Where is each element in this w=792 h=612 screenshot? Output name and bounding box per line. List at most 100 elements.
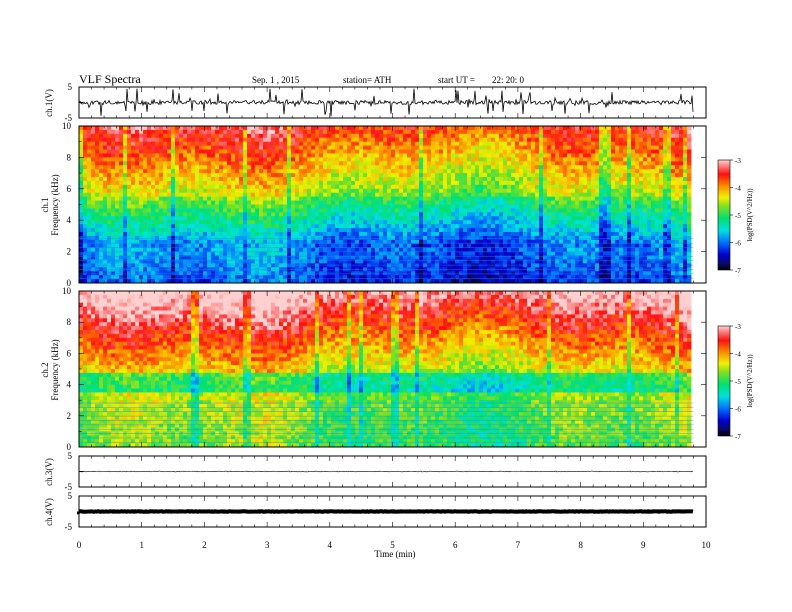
- spectrogram-cell: [463, 263, 468, 268]
- spectrogram-cell: [467, 251, 472, 256]
- spectrogram-cell: [467, 255, 472, 260]
- spectrogram-cell: [107, 133, 112, 139]
- spectrogram-cell: [387, 239, 392, 245]
- spectrogram-cell: [567, 141, 572, 147]
- spectrogram-cell: [155, 212, 160, 217]
- spectrogram-cell: [447, 165, 452, 170]
- spectrogram-cell: [139, 239, 144, 245]
- spectrogram-cell: [103, 196, 108, 201]
- spectrogram-cell: [235, 192, 240, 198]
- spectrogram-cell: [347, 216, 352, 221]
- spectrogram-cell: [315, 204, 320, 209]
- spectrogram-cell: [331, 165, 336, 170]
- spectrogram-cell: [283, 184, 288, 190]
- spectrogram-cell: [543, 161, 548, 166]
- station-label: station= ATH: [343, 75, 392, 85]
- spectrogram-cell: [239, 235, 244, 241]
- spectrogram-cell: [503, 239, 508, 245]
- spectrogram-cell: [191, 204, 196, 209]
- spectrogram-cell: [463, 251, 468, 256]
- spectrogram-cell: [339, 271, 344, 276]
- spectrogram-cell: [263, 192, 268, 198]
- spectrogram-cell: [147, 196, 152, 201]
- spectrogram-cell: [523, 184, 528, 190]
- spectrogram-cell: [479, 145, 484, 150]
- spectrogram-cell: [351, 224, 356, 229]
- spectrogram-cell: [91, 235, 96, 241]
- spectrogram-cell: [519, 177, 524, 182]
- spectrogram-cell: [247, 255, 252, 260]
- spectrogram-cell: [199, 279, 204, 284]
- spectrogram-cell: [495, 239, 500, 245]
- spectrogram-cell: [115, 216, 120, 221]
- spectrogram-cell: [123, 247, 128, 252]
- spectrogram-cell: [419, 239, 424, 245]
- spectrogram-cell: [395, 145, 400, 150]
- spectrogram-cell: [415, 235, 420, 241]
- spectrogram-cell: [323, 235, 328, 241]
- spectrogram-cell: [463, 157, 468, 162]
- spectrogram-cell: [391, 216, 396, 221]
- spectrogram-cell: [211, 145, 216, 150]
- spectrogram-cell: [415, 263, 420, 268]
- spectrogram-cell: [107, 192, 112, 198]
- spectrogram-cell: [435, 137, 440, 143]
- spectrogram-cell: [327, 173, 332, 178]
- spectrogram-cell: [499, 196, 504, 201]
- spectrogram-cell: [375, 224, 380, 229]
- spectrogram-cell: [339, 192, 344, 198]
- spectrogram-cell: [315, 177, 320, 182]
- spectrogram-cell: [183, 165, 188, 170]
- spectrogram-cell: [207, 126, 212, 131]
- spectrogram-cell: [407, 177, 412, 182]
- spectrogram-cell: [483, 173, 488, 178]
- spectrogram-cell: [131, 204, 136, 209]
- spectrogram-cell: [223, 208, 228, 213]
- spectrogram-cell: [327, 161, 332, 166]
- spectrogram-cell: [375, 161, 380, 166]
- spectrogram-cell: [531, 228, 536, 233]
- spectrogram-cell: [287, 224, 292, 229]
- spectrogram-cell: [431, 200, 436, 205]
- spectrogram-cell: [163, 231, 168, 237]
- spectrogram-cell: [367, 216, 372, 221]
- spectrogram-cell: [307, 145, 312, 150]
- spectrogram-cell: [287, 157, 292, 162]
- spectrogram-cell: [431, 165, 436, 170]
- spectrogram-cell: [211, 247, 216, 252]
- spectrogram-cell: [407, 149, 412, 154]
- spectrogram-cell: [387, 200, 392, 205]
- spectrogram-cell: [375, 165, 380, 170]
- spectrogram-cell: [355, 137, 360, 143]
- spectrogram-cell: [323, 263, 328, 268]
- spectrogram-cell: [503, 228, 508, 233]
- spectrogram-cell: [447, 161, 452, 166]
- spectrogram-cell: [263, 216, 268, 221]
- spectrogram-cell: [283, 126, 288, 131]
- spectrogram-cell: [143, 279, 148, 284]
- spectrogram-cell: [555, 204, 560, 209]
- spectrogram-cell: [563, 173, 568, 178]
- spectrogram-cell: [551, 247, 556, 252]
- spectrogram-cell: [159, 251, 164, 256]
- spectrogram-cell: [223, 141, 228, 147]
- spectrogram-cell: [243, 173, 248, 178]
- spectrogram-cell: [343, 157, 348, 162]
- spectrogram-cell: [199, 243, 204, 249]
- spectrogram-cell: [175, 153, 180, 158]
- spectrogram-cell: [127, 204, 132, 209]
- spectrogram-cell: [415, 137, 420, 143]
- spectrogram-cell: [135, 161, 140, 166]
- spectrogram-cell: [107, 169, 112, 174]
- spectrogram-cell: [507, 259, 512, 264]
- spectrogram-cell: [155, 208, 160, 213]
- spectrogram-cell: [291, 271, 296, 276]
- spectrogram-cell: [215, 259, 220, 264]
- spectrogram-cell: [379, 275, 384, 280]
- spectrogram-cell: [107, 161, 112, 166]
- spectrogram-cell: [143, 129, 148, 135]
- spectrogram-cell: [503, 165, 508, 170]
- spectrogram-cell: [195, 184, 200, 190]
- spectrogram-cell: [435, 212, 440, 217]
